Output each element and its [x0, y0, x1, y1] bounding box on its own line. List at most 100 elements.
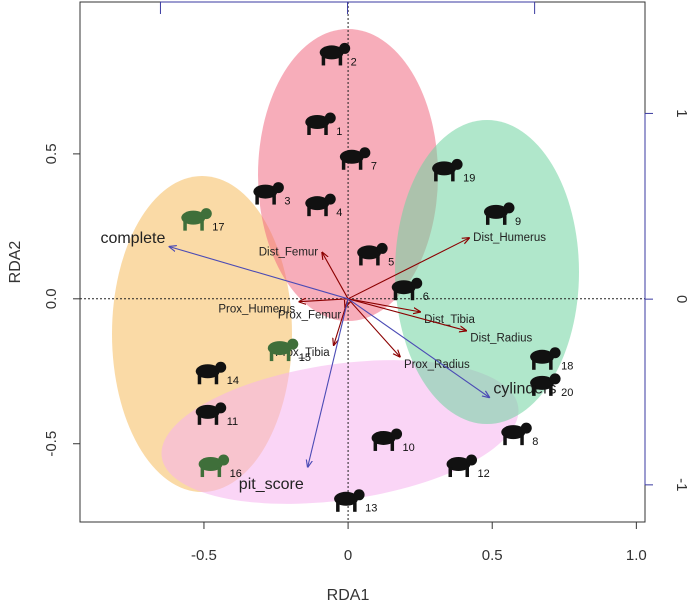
point-label: 4: [336, 207, 342, 219]
animal-leg: [502, 214, 507, 225]
point-label: 15: [299, 352, 311, 364]
y-tick-label: 0.5: [43, 143, 60, 164]
animal-body: [253, 184, 278, 199]
group-ellipses: [112, 29, 579, 504]
animal-head: [520, 422, 532, 434]
animal-head: [324, 112, 336, 124]
vector-label: Dist_Radius: [470, 333, 532, 345]
animal-leg: [353, 501, 357, 512]
point-label: 5: [388, 256, 394, 268]
animal-leg: [324, 206, 328, 217]
point-label: 19: [463, 172, 475, 184]
animal-leg: [200, 467, 205, 478]
animal-body: [334, 491, 359, 506]
vector-arrow: [347, 298, 400, 357]
specimen-point: [357, 242, 388, 266]
x-tick-label: 0.5: [482, 547, 503, 564]
animal-head: [339, 42, 351, 54]
animal-leg: [272, 194, 276, 205]
vector-label: Prox_Radius: [404, 359, 470, 371]
animal-body: [530, 349, 555, 364]
animal-body: [195, 364, 220, 379]
animal-leg: [286, 351, 291, 362]
y-tick-label: -0.5: [43, 431, 60, 457]
specimen-point: [198, 454, 230, 478]
animal-body: [319, 45, 344, 60]
animal-leg: [532, 359, 536, 370]
point-label: 2: [351, 56, 357, 68]
animal-leg: [532, 385, 536, 396]
animal-leg: [197, 414, 202, 425]
animal-body: [391, 280, 416, 295]
animal-leg: [549, 359, 553, 370]
animal-body: [267, 341, 292, 356]
point-label: 6: [423, 291, 429, 303]
vector-label: Dist_Femur: [259, 246, 319, 258]
animal-body: [181, 210, 206, 225]
vector-label: Dist_Humerus: [473, 232, 546, 244]
x-axis-label: RDA1: [327, 587, 370, 604]
vector-label: complete: [100, 230, 165, 247]
animal-head: [218, 454, 230, 466]
vector-label: Dist_Tibia: [424, 314, 475, 326]
animal-leg: [336, 501, 340, 512]
animal-leg: [359, 255, 363, 266]
animal-leg: [520, 435, 524, 446]
animal-body: [305, 115, 330, 129]
x-tick-label: 1.0: [626, 547, 647, 564]
point-label: 7: [371, 161, 377, 173]
animal-head: [359, 147, 371, 159]
animal-leg: [503, 435, 507, 446]
animal-body: [339, 149, 364, 164]
group-ellipse: [161, 360, 519, 504]
animal-leg: [358, 159, 363, 170]
vector-arrow: [169, 247, 349, 300]
y2-tick-label: 0: [673, 295, 690, 303]
animal-head: [549, 347, 561, 359]
specimen-point: [195, 402, 227, 425]
vector-arrow: [308, 298, 349, 467]
animal-body: [357, 245, 382, 260]
vector-label: pit_score: [239, 476, 304, 493]
vector-label: Prox_Humerus: [218, 304, 295, 316]
animal-body: [195, 404, 220, 419]
animal-leg: [448, 467, 453, 478]
vector-arrow: [347, 238, 469, 300]
vector-arrow: [299, 299, 349, 302]
animal-leg: [200, 220, 204, 231]
specimen-point: [391, 277, 423, 301]
animal-leg: [390, 440, 395, 451]
point-label: 3: [284, 195, 290, 207]
animal-leg: [307, 206, 311, 217]
animal-leg: [197, 374, 202, 385]
x-tick-label: 0: [344, 547, 352, 564]
specimen-point: [483, 202, 515, 225]
animal-leg: [338, 55, 343, 66]
animal-head: [215, 402, 227, 414]
point-label: 9: [515, 216, 521, 228]
vector-arrow: [347, 298, 489, 398]
animal-leg: [410, 290, 415, 301]
point-label: 16: [230, 468, 242, 480]
animal-leg: [183, 220, 187, 231]
animal-body: [371, 430, 396, 445]
specimen-point: [181, 208, 212, 231]
animal-head: [503, 202, 515, 214]
animal-head: [353, 489, 365, 501]
y-axis-label: RDA2: [7, 241, 24, 284]
animal-leg: [393, 290, 398, 301]
specimen-point: [446, 454, 478, 478]
animal-leg: [214, 414, 219, 425]
vector-label: Prox_Femur: [278, 310, 341, 322]
animal-body: [501, 425, 526, 440]
animal-head: [451, 158, 463, 170]
specimen-point: [501, 422, 532, 446]
animal-leg: [376, 255, 380, 266]
x-tick-label: -0.5: [191, 547, 217, 564]
animal-leg: [549, 385, 553, 396]
animal-head: [466, 454, 478, 466]
animal-leg: [269, 351, 274, 362]
animal-body: [530, 375, 555, 390]
group-ellipse: [395, 120, 579, 424]
